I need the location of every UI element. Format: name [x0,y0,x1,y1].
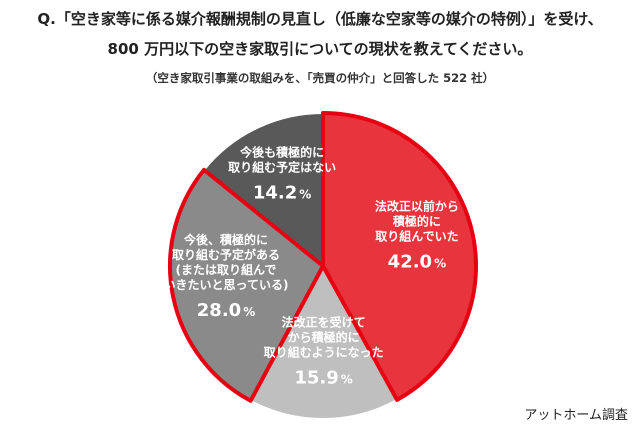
slice-label-2: 今後、積極的に取り組む予定がある(または取り組んでいきたいと思っている) [164,232,289,292]
slice-label-line: 法改正以前から [375,198,459,213]
slice-value-3: 14.2% [253,182,311,203]
slice-label-line: 法改正を受けて [282,314,366,329]
slice-label-line: 取り組んでいた [375,228,458,243]
slice-label-1: 法改正を受けてから積極的に取り組むようになった [264,314,384,359]
slice-label-line: 今後、積極的に [183,232,268,247]
slice-label-line: 取り組む予定がある [172,247,280,262]
slice-planning-to-engage-outline [168,167,325,403]
slice-label-line: いきたいと思っている) [164,278,289,292]
slice-label-line: から積極的に [288,329,360,344]
slice-label-line: 今後も積極的に [239,144,324,159]
source-credit: アットホーム調査 [524,408,628,423]
slice-label-line: 取り組む予定はない [228,159,336,174]
chart-subtitle: （空き家取引事業の取組みを、「売買の仲介」と回答した 522 社） [145,71,495,85]
slice-label-line: 取り組むようになった [264,344,384,359]
slice-value-0: 42.0% [388,251,446,272]
slice-active-before-revision-outline [321,111,478,402]
slice-label-line: (または取り組んで [176,262,277,277]
slice-label-3: 今後も積極的に取り組む予定はない [228,144,336,174]
slice-active-after-revision [249,263,399,420]
slice-no-plans [202,111,324,269]
slice-value-2: 28.0% [197,300,255,321]
highlight-outlines [168,111,478,403]
question-line-1: Q.「空き家等に係る媒介報酬規制の見直し（低廉な空家等の媒介の特例）」を受け、 [37,10,603,28]
slice-label-0: 法改正以前から積極的に取り組んでいた [375,198,459,243]
slice-label-line: 積極的に [392,213,441,228]
slice-value-1: 15.9% [294,367,352,388]
question-line-2: 800 万円以下の空き家取引についての現状を教えてください。 [107,40,533,58]
